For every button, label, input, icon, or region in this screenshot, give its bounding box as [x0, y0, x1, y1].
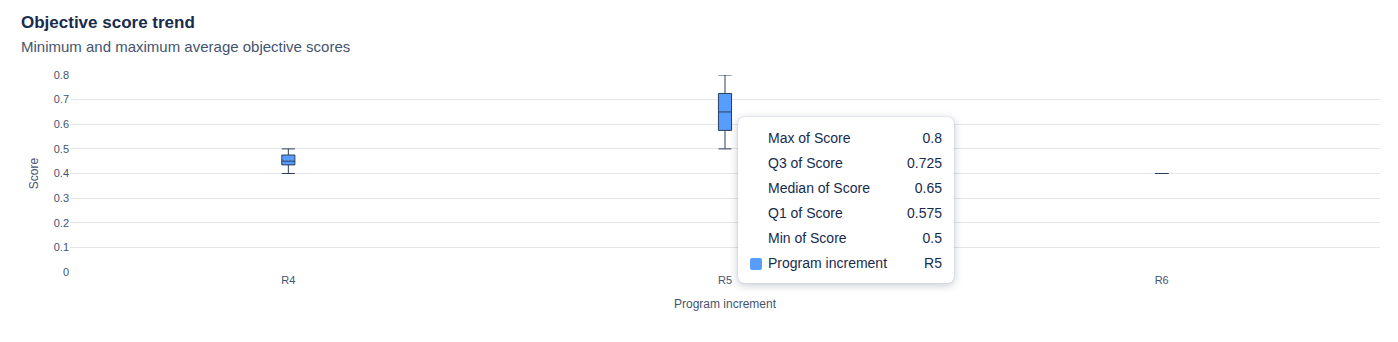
svg-text:R4: R4: [281, 274, 295, 286]
svg-text:0.4: 0.4: [54, 167, 69, 179]
html-text:Median of Score: Median of Score: [768, 179, 870, 196]
html-text:0.725: 0.725: [907, 154, 942, 171]
html-text:Objective score trend: Objective score trend: [21, 13, 195, 32]
svg-text:0: 0: [63, 266, 69, 278]
svg-text:0.7: 0.7: [54, 93, 69, 105]
html-text:0.65: 0.65: [914, 179, 942, 196]
html-text:Minimum and maximum average ob: Minimum and maximum average objective sc…: [21, 38, 351, 55]
svg-text:Program increment: Program increment: [674, 297, 777, 311]
svg-text:0.8: 0.8: [54, 69, 69, 81]
svg-text:0.2: 0.2: [54, 217, 69, 229]
svg-text:0.3: 0.3: [54, 192, 69, 204]
html-text:Min of Score: Min of Score: [768, 229, 847, 246]
html-text:0.575: 0.575: [907, 204, 942, 221]
html-text:0.8: 0.8: [922, 129, 942, 146]
html-text:Q3 of Score: Q3 of Score: [768, 154, 843, 171]
html-text:Program increment: Program increment: [768, 254, 887, 271]
svg-text:0.6: 0.6: [54, 118, 69, 130]
svg-text:R6: R6: [1155, 274, 1169, 286]
svg-text:0.1: 0.1: [54, 241, 69, 253]
html-text:0.5: 0.5: [922, 229, 942, 246]
svg-text:R5: R5: [718, 274, 732, 286]
html-text:Max of Score: Max of Score: [768, 129, 851, 146]
html-text:Q1 of Score: Q1 of Score: [768, 204, 843, 221]
html-text:R5: R5: [924, 254, 942, 271]
svg-text:0.5: 0.5: [54, 143, 69, 155]
svg-text:Score: Score: [27, 158, 41, 190]
